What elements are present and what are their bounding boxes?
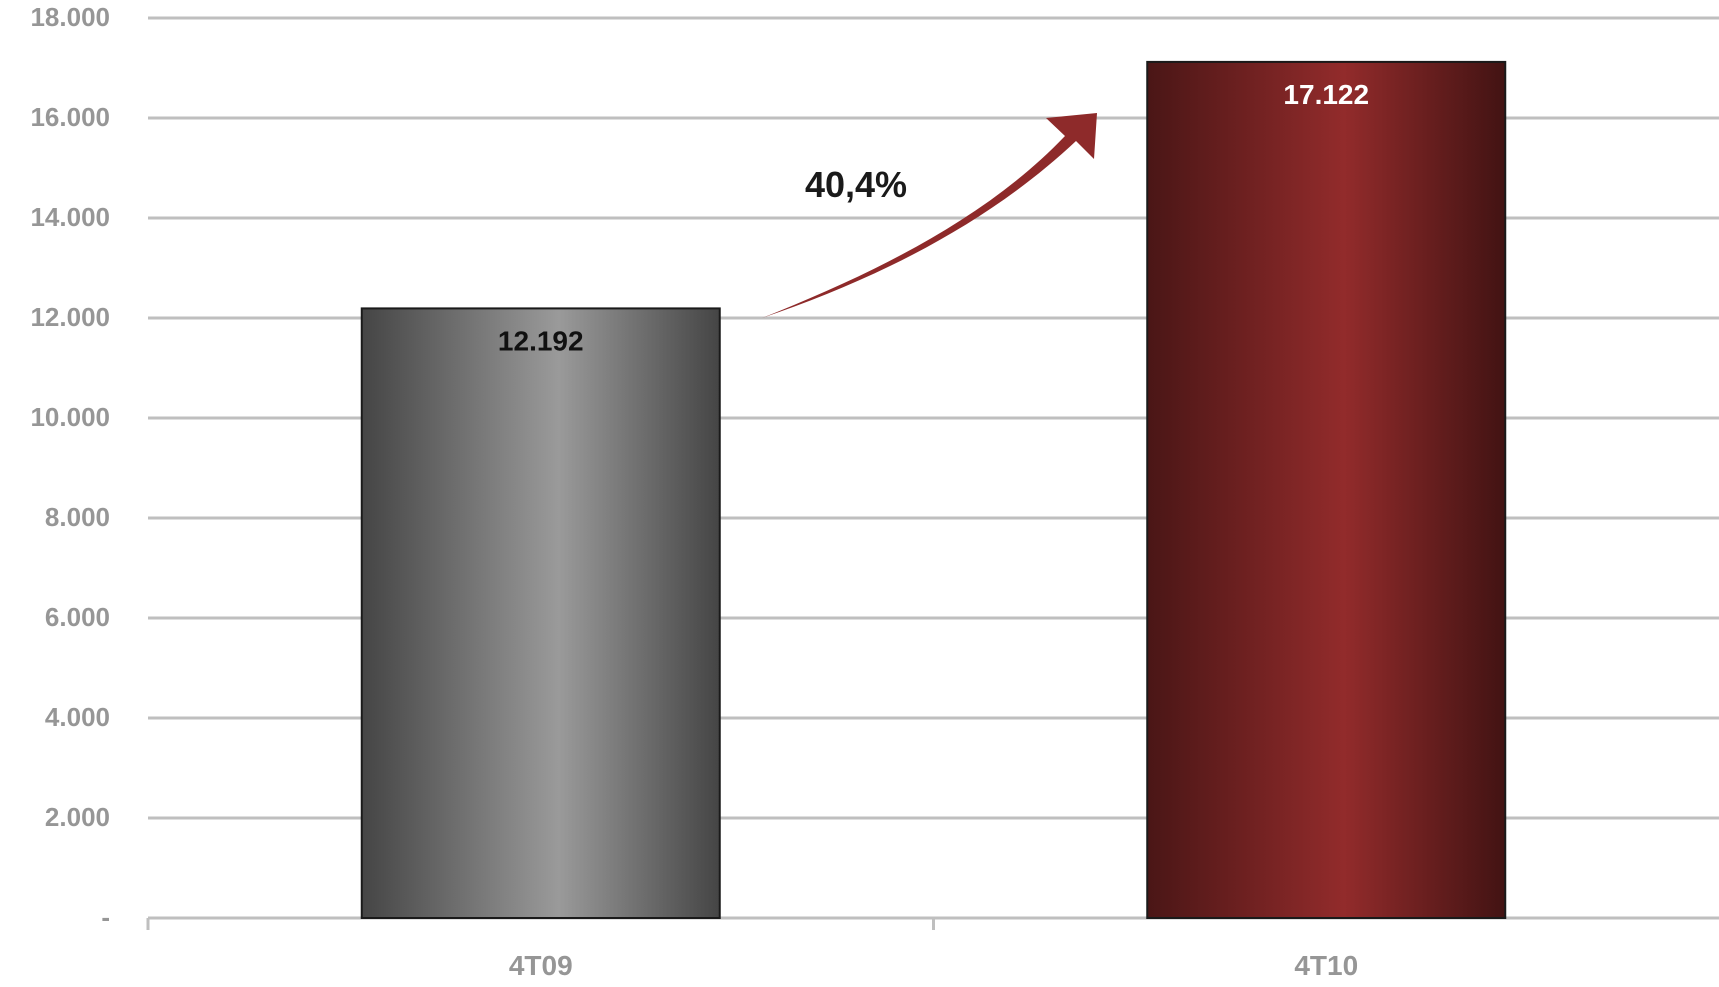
bar-4T09: [360, 307, 721, 919]
axes: [146, 916, 1719, 930]
bar-4T10: [1146, 60, 1507, 919]
y-tick-label: 2.000: [45, 802, 110, 832]
y-tick-label: 18.000: [30, 2, 110, 32]
bar-value-label: 12.192: [498, 325, 584, 356]
growth-annotation: 40,4%: [805, 164, 907, 205]
y-tick-label: 4.000: [45, 702, 110, 732]
y-tick-label: 16.000: [30, 102, 110, 132]
y-tick-label: 8.000: [45, 502, 110, 532]
bars: [360, 60, 1507, 919]
y-tick-label: 10.000: [30, 402, 110, 432]
x-tick-label: 4T10: [1294, 950, 1358, 981]
y-tick-label: 14.000: [30, 202, 110, 232]
labels: - 2.000 4.000 6.000 8.000 10.000 12.000 14.000 1…: [30, 2, 1369, 981]
growth-arrow: 40,4%: [762, 113, 1097, 318]
y-tick-label: -: [101, 902, 110, 932]
y-tick-label: 12.000: [30, 302, 110, 332]
growth-arrow-icon: [762, 113, 1097, 318]
bar-value-label: 17.122: [1283, 79, 1369, 110]
x-tick-label: 4T09: [509, 950, 573, 981]
y-tick-label: 6.000: [45, 602, 110, 632]
